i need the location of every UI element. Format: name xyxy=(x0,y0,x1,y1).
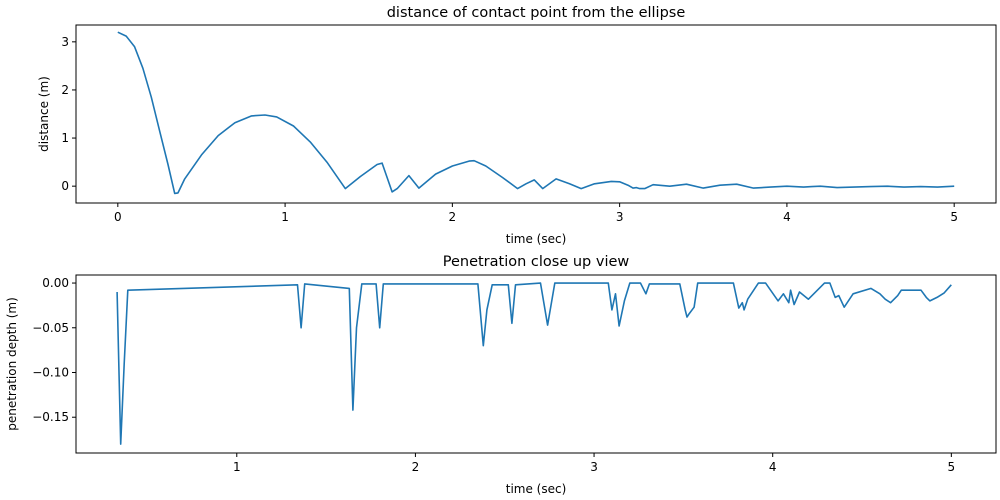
distance-x-ticks: 0 1 2 3 4 5 xyxy=(114,203,958,224)
x-tick-label: 2 xyxy=(412,460,420,474)
distance-y-axis-label: distance (m) xyxy=(37,76,51,152)
x-tick-label: 1 xyxy=(281,210,289,224)
x-tick-label: 0 xyxy=(114,210,122,224)
x-tick-label: 5 xyxy=(948,460,956,474)
x-tick-label: 3 xyxy=(616,210,624,224)
y-tick-label: 2 xyxy=(61,83,69,97)
y-tick-label: −0.15 xyxy=(32,410,69,424)
y-tick-label: 1 xyxy=(61,131,69,145)
penetration-x-axis-label: time (sec) xyxy=(506,482,567,496)
distance-plot: 0 1 2 3 4 5 0 1 2 3 distance of contact point fr… xyxy=(37,5,997,246)
penetration-line xyxy=(116,282,952,445)
y-tick-label: 0 xyxy=(61,179,69,193)
x-tick-label: 1 xyxy=(233,460,241,474)
x-tick-label: 2 xyxy=(449,210,457,224)
penetration-y-ticks: 0.00 −0.05 −0.10 −0.15 xyxy=(32,276,76,424)
penetration-plot-frame xyxy=(75,274,997,454)
x-tick-label: 4 xyxy=(769,460,777,474)
y-tick-label: −0.05 xyxy=(32,321,69,335)
y-tick-label: 3 xyxy=(61,35,69,49)
penetration-plot-title: Penetration close up view xyxy=(443,254,630,270)
distance-y-ticks: 0 1 2 3 xyxy=(61,35,76,193)
penetration-plot: 1 2 3 4 5 0.00 −0.05 −0.10 −0.15 Penetration cl… xyxy=(5,254,997,496)
distance-x-axis-label: time (sec) xyxy=(506,232,567,246)
distance-line xyxy=(117,31,955,195)
y-tick-label: −0.10 xyxy=(32,365,69,379)
x-tick-label: 4 xyxy=(783,210,791,224)
y-tick-label: 0.00 xyxy=(42,276,69,290)
x-tick-label: 5 xyxy=(950,210,958,224)
penetration-y-axis-label: penetration depth (m) xyxy=(5,297,19,431)
distance-plot-title: distance of contact point from the ellip… xyxy=(387,5,686,21)
x-tick-label: 3 xyxy=(590,460,598,474)
distance-plot-frame xyxy=(75,24,997,204)
penetration-x-ticks: 1 2 3 4 5 xyxy=(233,453,955,474)
